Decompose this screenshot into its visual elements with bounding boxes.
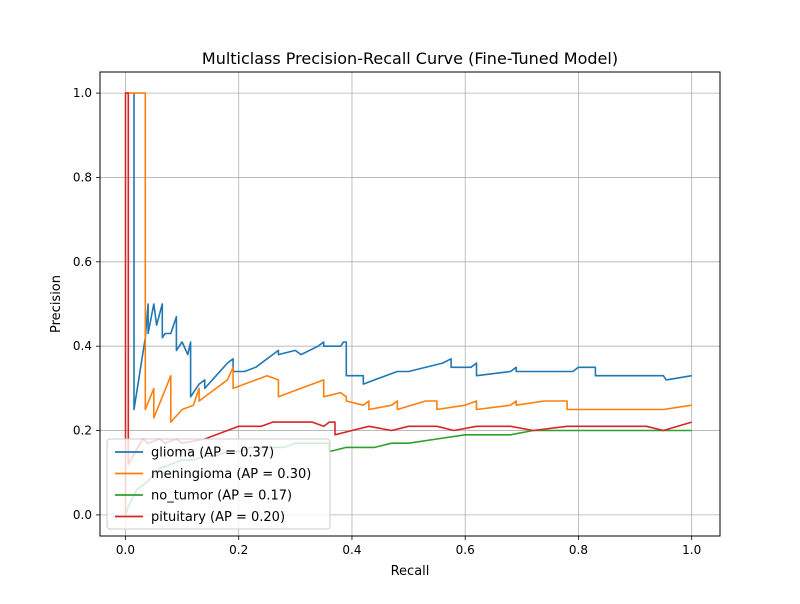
series-line-meningioma bbox=[125, 92, 692, 423]
y-tick-label: 1.0 bbox=[73, 86, 92, 100]
y-tick-label: 0.0 bbox=[73, 508, 92, 522]
x-tick-label: 1.0 bbox=[682, 543, 701, 557]
y-tick-label: 0.6 bbox=[73, 255, 92, 269]
x-tick-label: 0.4 bbox=[342, 543, 361, 557]
series-line-glioma bbox=[133, 93, 692, 411]
axis-ticks: 0.0 0.2 0.4 0.6 0.8 1.0 0.0 0.2 0.4 0.6 0.8 1.0 bbox=[73, 86, 701, 557]
y-axis-label: Precision bbox=[49, 275, 64, 333]
legend-label-pituitary: pituitary (AP = 0.20) bbox=[151, 510, 285, 525]
x-tick-label: 0.6 bbox=[456, 543, 475, 557]
x-tick-label: 0.8 bbox=[569, 543, 588, 557]
y-tick-label: 0.4 bbox=[73, 339, 92, 353]
x-tick-label: 0.0 bbox=[116, 543, 135, 557]
chart-title: Multiclass Precision-Recall Curve (Fine-… bbox=[202, 49, 618, 68]
legend-label-no-tumor: no_tumor (AP = 0.17) bbox=[151, 489, 292, 504]
legend-label-glioma: glioma (AP = 0.37) bbox=[151, 446, 274, 461]
y-tick-label: 0.2 bbox=[73, 424, 92, 438]
x-axis-label: Recall bbox=[391, 564, 430, 579]
y-tick-label: 0.8 bbox=[73, 170, 92, 184]
chart-legend: glioma (AP = 0.37) meningioma (AP = 0.30)… bbox=[106, 438, 331, 530]
legend-box bbox=[106, 438, 331, 530]
legend-label-meningioma: meningioma (AP = 0.30) bbox=[151, 467, 311, 482]
axes-frame bbox=[99, 71, 721, 537]
grid-lines bbox=[100, 72, 720, 536]
x-tick-label: 0.2 bbox=[229, 543, 248, 557]
